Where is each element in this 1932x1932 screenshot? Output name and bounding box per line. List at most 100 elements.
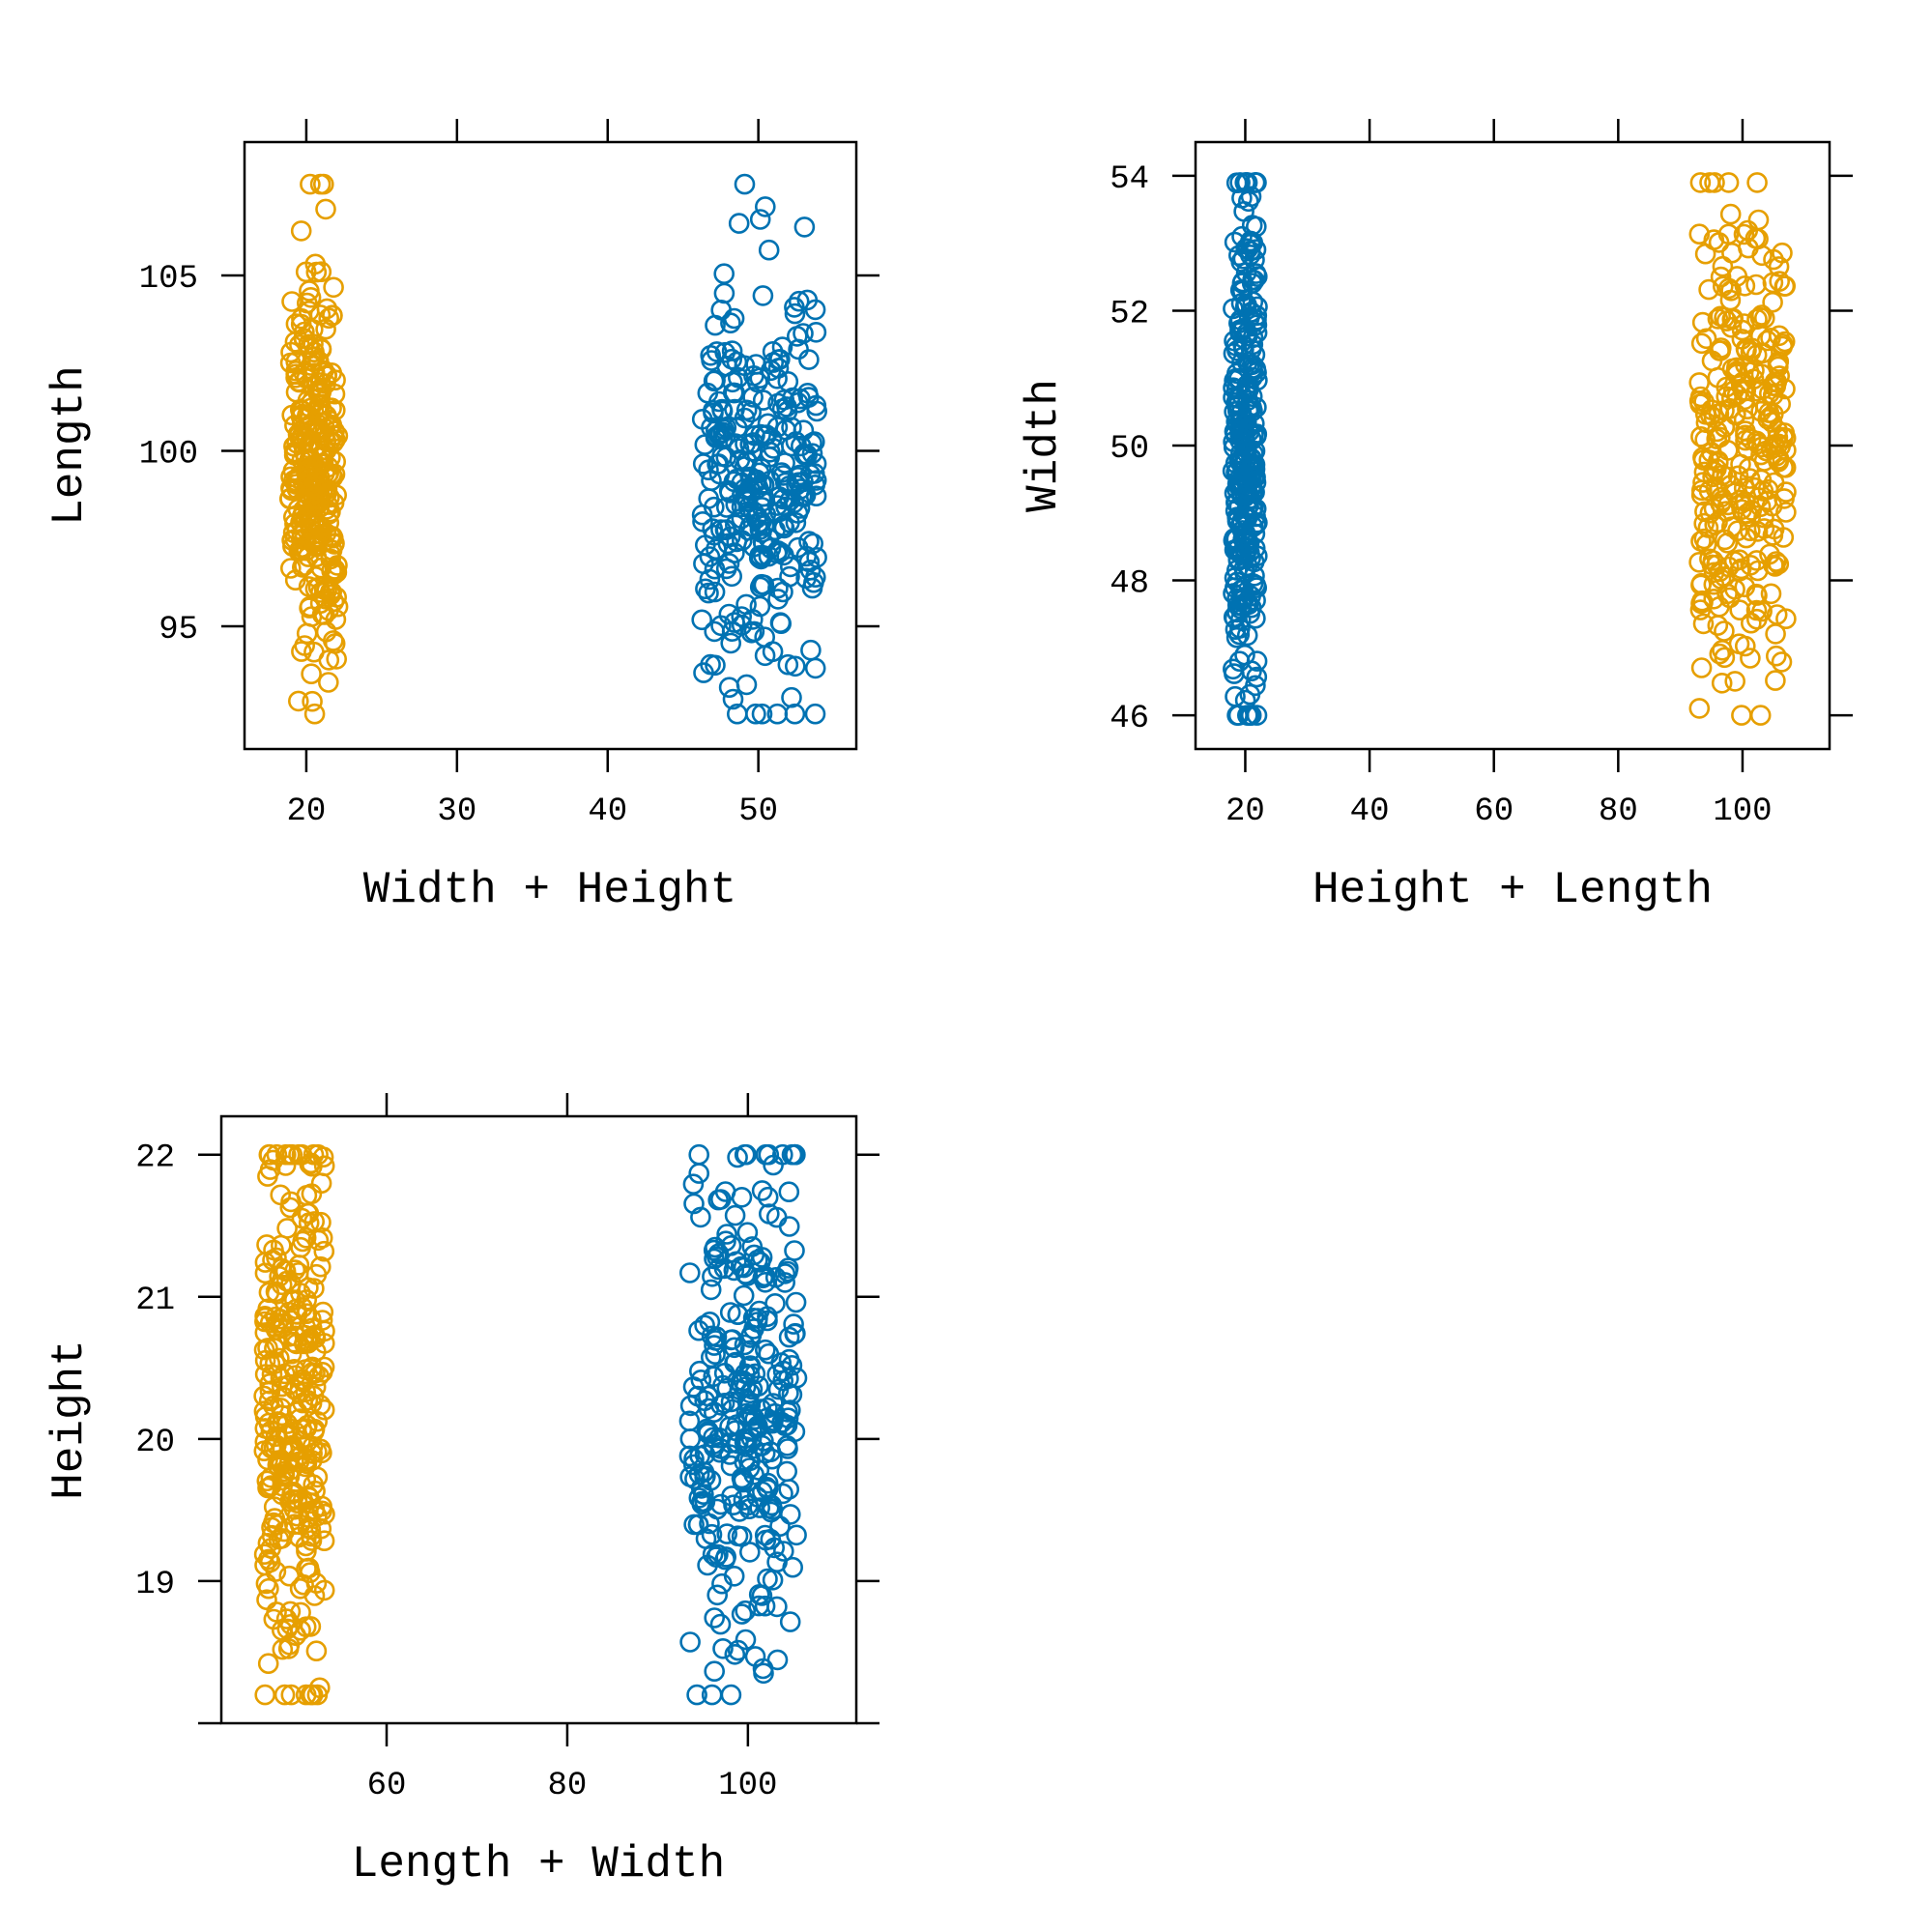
- data-point: [746, 469, 767, 491]
- data-point: [315, 318, 336, 340]
- data-point: [304, 1341, 327, 1363]
- data-point: [735, 1427, 757, 1449]
- data-point: [315, 198, 336, 220]
- data-point: [706, 425, 728, 447]
- data-point: [1227, 705, 1250, 726]
- data-point: [1693, 461, 1716, 483]
- data-point: [762, 641, 784, 663]
- data-point: [767, 358, 790, 379]
- data-point: [723, 1566, 745, 1587]
- data-point: [713, 282, 735, 304]
- points-group: [253, 1143, 808, 1706]
- data-point: [754, 1339, 776, 1361]
- data-point: [274, 1259, 296, 1282]
- data-point: [1772, 242, 1793, 264]
- data-point: [683, 1193, 705, 1215]
- data-point: [274, 1684, 296, 1706]
- data-point: [758, 1203, 780, 1225]
- data-point: [744, 1646, 766, 1667]
- data-point: [311, 1227, 333, 1249]
- data-point: [296, 470, 318, 492]
- data-point: [1703, 461, 1724, 482]
- ticks-group: 20 40 60 80 100 46 48 50 52 54: [1110, 119, 1853, 830]
- data-point: [303, 1585, 326, 1606]
- data-point: [1711, 337, 1732, 359]
- data-point: [751, 1180, 773, 1201]
- data-point: [272, 1638, 294, 1660]
- data-point: [271, 1404, 293, 1427]
- data-point: [296, 1185, 318, 1206]
- data-point: [766, 1649, 789, 1671]
- data-point: [733, 1284, 755, 1307]
- data-point: [751, 1585, 773, 1606]
- data-point: [312, 532, 334, 554]
- data-point: [270, 1450, 292, 1471]
- data-point: [735, 674, 758, 696]
- data-point: [1691, 311, 1714, 333]
- data-point: [304, 565, 327, 588]
- data-point: [731, 1467, 753, 1489]
- data-point: [1727, 520, 1748, 542]
- data-point: [1246, 304, 1268, 327]
- data-point: [1701, 554, 1723, 576]
- data-point: [749, 595, 771, 618]
- data-point: [706, 1246, 728, 1268]
- data-point: [721, 620, 743, 643]
- data-point: [318, 307, 340, 330]
- x-tick-label: 40: [1350, 793, 1390, 830]
- data-point: [763, 438, 785, 459]
- data-point: [800, 639, 822, 661]
- data-point: [1245, 498, 1267, 520]
- data-point: [278, 1565, 301, 1587]
- data-point: [301, 391, 323, 414]
- data-point: [325, 369, 346, 391]
- data-point: [682, 1173, 705, 1195]
- data-point: [267, 1514, 289, 1536]
- data-point: [293, 499, 315, 521]
- data-point: [1693, 512, 1715, 534]
- x-tick-label: 60: [1474, 793, 1514, 830]
- data-point: [1233, 428, 1254, 450]
- data-point: [1710, 266, 1732, 288]
- data-point: [311, 1500, 332, 1522]
- data-point: [314, 588, 336, 610]
- data-point: [309, 516, 331, 538]
- data-point: [679, 1466, 701, 1487]
- data-point: [751, 703, 773, 725]
- data-point: [303, 333, 324, 355]
- data-point: [290, 220, 312, 242]
- data-point: [1745, 380, 1768, 402]
- data-point: [704, 1607, 726, 1629]
- data-point: [702, 1543, 724, 1566]
- data-point: [751, 573, 772, 595]
- data-point: [267, 1312, 289, 1334]
- data-point: [806, 400, 828, 422]
- y-tick-label: 100: [139, 436, 198, 473]
- data-point: [766, 539, 789, 562]
- data-point: [323, 533, 345, 555]
- data-point: [1758, 402, 1780, 423]
- data-point: [736, 450, 758, 472]
- data-point: [311, 603, 333, 625]
- data-point: [761, 1494, 783, 1516]
- data-point: [704, 1248, 725, 1270]
- data-point: [697, 1554, 718, 1576]
- data-point: [322, 304, 343, 327]
- data-point: [693, 662, 714, 683]
- data-point: [1690, 657, 1713, 678]
- data-point: [1724, 578, 1745, 600]
- data-point: [1247, 511, 1268, 533]
- data-point: [774, 1272, 796, 1293]
- data-point: [742, 387, 764, 408]
- data-point: [302, 1362, 323, 1383]
- x-tick-label: 20: [1226, 793, 1265, 830]
- ticks-group: 20 30 40 50 95 100 105: [139, 119, 879, 830]
- data-point: [1731, 499, 1752, 521]
- data-point: [301, 1530, 323, 1551]
- data-point: [1229, 597, 1251, 620]
- data-point: [706, 341, 728, 362]
- data-point: [778, 1181, 800, 1202]
- data-point: [735, 399, 758, 421]
- data-point: [752, 285, 774, 306]
- data-point: [735, 1600, 757, 1622]
